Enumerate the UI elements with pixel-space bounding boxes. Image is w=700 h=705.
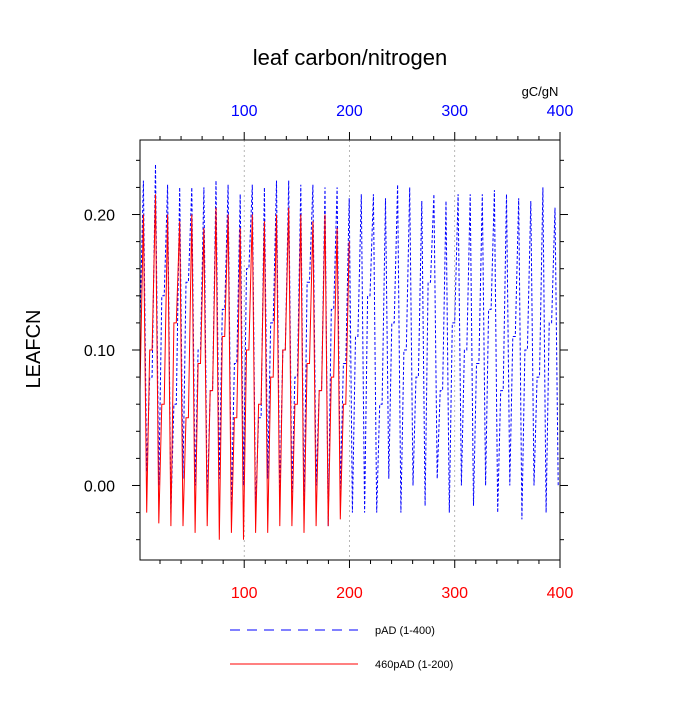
x-tick-label-top: 200	[336, 103, 363, 120]
series-lines	[139, 164, 559, 540]
plot-frame	[139, 139, 561, 561]
x-tick-label-top: 100	[231, 103, 258, 120]
legend-label-pad: pAD (1-400)	[375, 625, 435, 637]
x-tick-label-bottom: 200	[336, 585, 363, 602]
y-tick-label: 0.10	[84, 343, 115, 360]
legend-label-460pad: 460pAD (1-200)	[375, 659, 453, 671]
axes: 0.00 0.10 0.20 100 200 300 400 100 200 300 400	[84, 103, 574, 602]
chart-title: leaf carbon/nitrogen	[253, 45, 447, 70]
y-tick-label: 0.20	[84, 208, 115, 225]
legend: pAD (1-400) 460pAD (1-200)	[230, 625, 453, 671]
series-line-0	[139, 164, 559, 527]
x-tick-label-top: 300	[441, 103, 468, 120]
x-tick-label-bottom: 100	[231, 585, 258, 602]
x-tick-label-bottom: 300	[441, 585, 468, 602]
y-tick-label: 0.00	[84, 478, 115, 495]
series-line-1	[139, 194, 350, 540]
y-axis-label: LEAFCN	[23, 310, 45, 389]
units-label: gC/gN	[522, 84, 559, 99]
x-tick-label-top: 400	[547, 103, 574, 120]
x-tick-label-bottom: 400	[547, 585, 574, 602]
